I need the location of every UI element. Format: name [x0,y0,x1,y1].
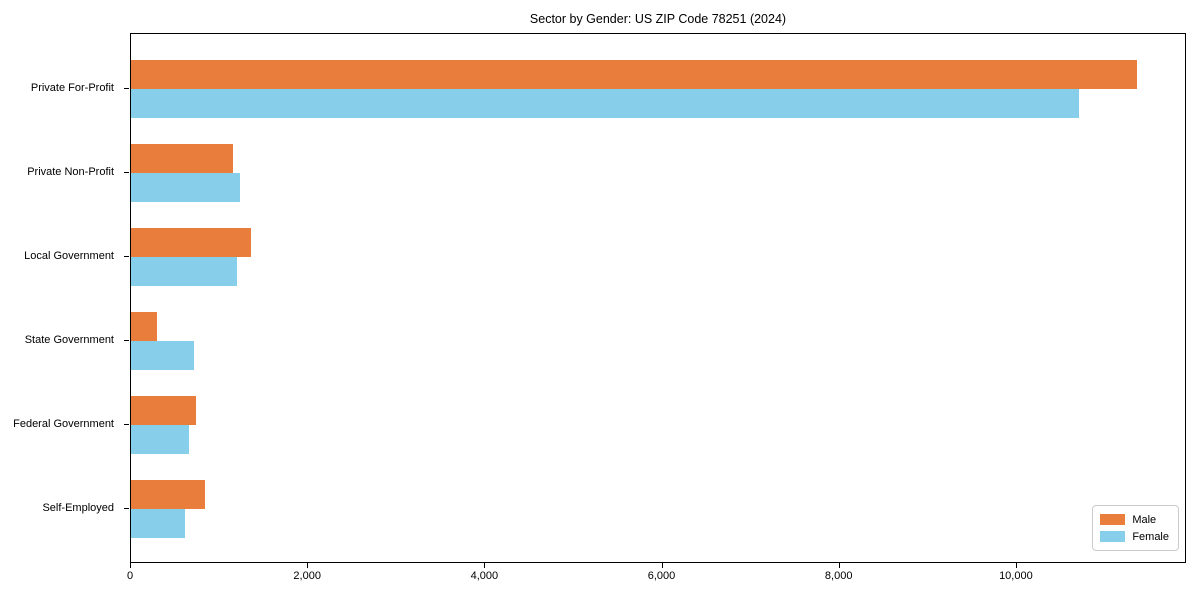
x-tick-label: 10,000 [999,570,1033,582]
bar-female-1 [131,173,240,202]
y-tick-label: Federal Government [13,418,114,430]
x-tick-mark [130,563,131,568]
legend-swatch-female [1100,531,1126,542]
bar-male-3 [131,312,157,341]
y-tick-mark [124,172,129,173]
y-tick-label: Self-Employed [42,502,114,514]
x-tick-mark [838,563,840,568]
x-tick-label: 2,000 [293,570,321,582]
y-tick-mark [124,88,129,89]
y-tick-mark [124,508,129,509]
bar-female-4 [131,425,189,454]
x-tick-mark [484,563,486,568]
legend-label: Female [1132,530,1169,543]
plot-area: Male Female [130,33,1186,563]
bar-male-1 [131,144,233,173]
bar-female-5 [131,509,185,538]
x-tick-label: 8,000 [824,570,853,582]
legend-item-male: Male [1100,511,1169,528]
chart-title: Sector by Gender: US ZIP Code 78251 (202… [529,12,787,26]
x-tick-label: 6,000 [647,570,676,582]
legend: Male Female [1092,505,1179,551]
bar-female-3 [131,341,194,370]
bar-male-5 [131,480,206,509]
x-tick-label: 0 [126,570,134,582]
x-tick-mark [661,563,663,568]
y-tick-mark [124,256,129,257]
bar-male-4 [131,396,196,425]
y-tick-label: State Government [24,334,114,346]
bar-male-0 [131,60,1137,89]
legend-item-female: Female [1100,528,1169,545]
y-tick-mark [124,340,129,341]
bar-female-2 [131,257,238,286]
legend-label: Male [1132,513,1157,526]
legend-swatch-male [1100,514,1126,525]
y-tick-mark [124,424,129,425]
bar-female-0 [131,89,1079,118]
y-tick-label: Private Non-Profit [27,166,114,178]
bar-male-2 [131,228,251,257]
bars-layer [131,34,1185,562]
x-tick-label: 4,000 [470,570,499,582]
x-tick-mark [307,563,309,568]
y-tick-label: Local Government [24,250,114,262]
y-tick-label: Private For-Profit [30,82,114,94]
x-tick-mark [1015,563,1017,568]
